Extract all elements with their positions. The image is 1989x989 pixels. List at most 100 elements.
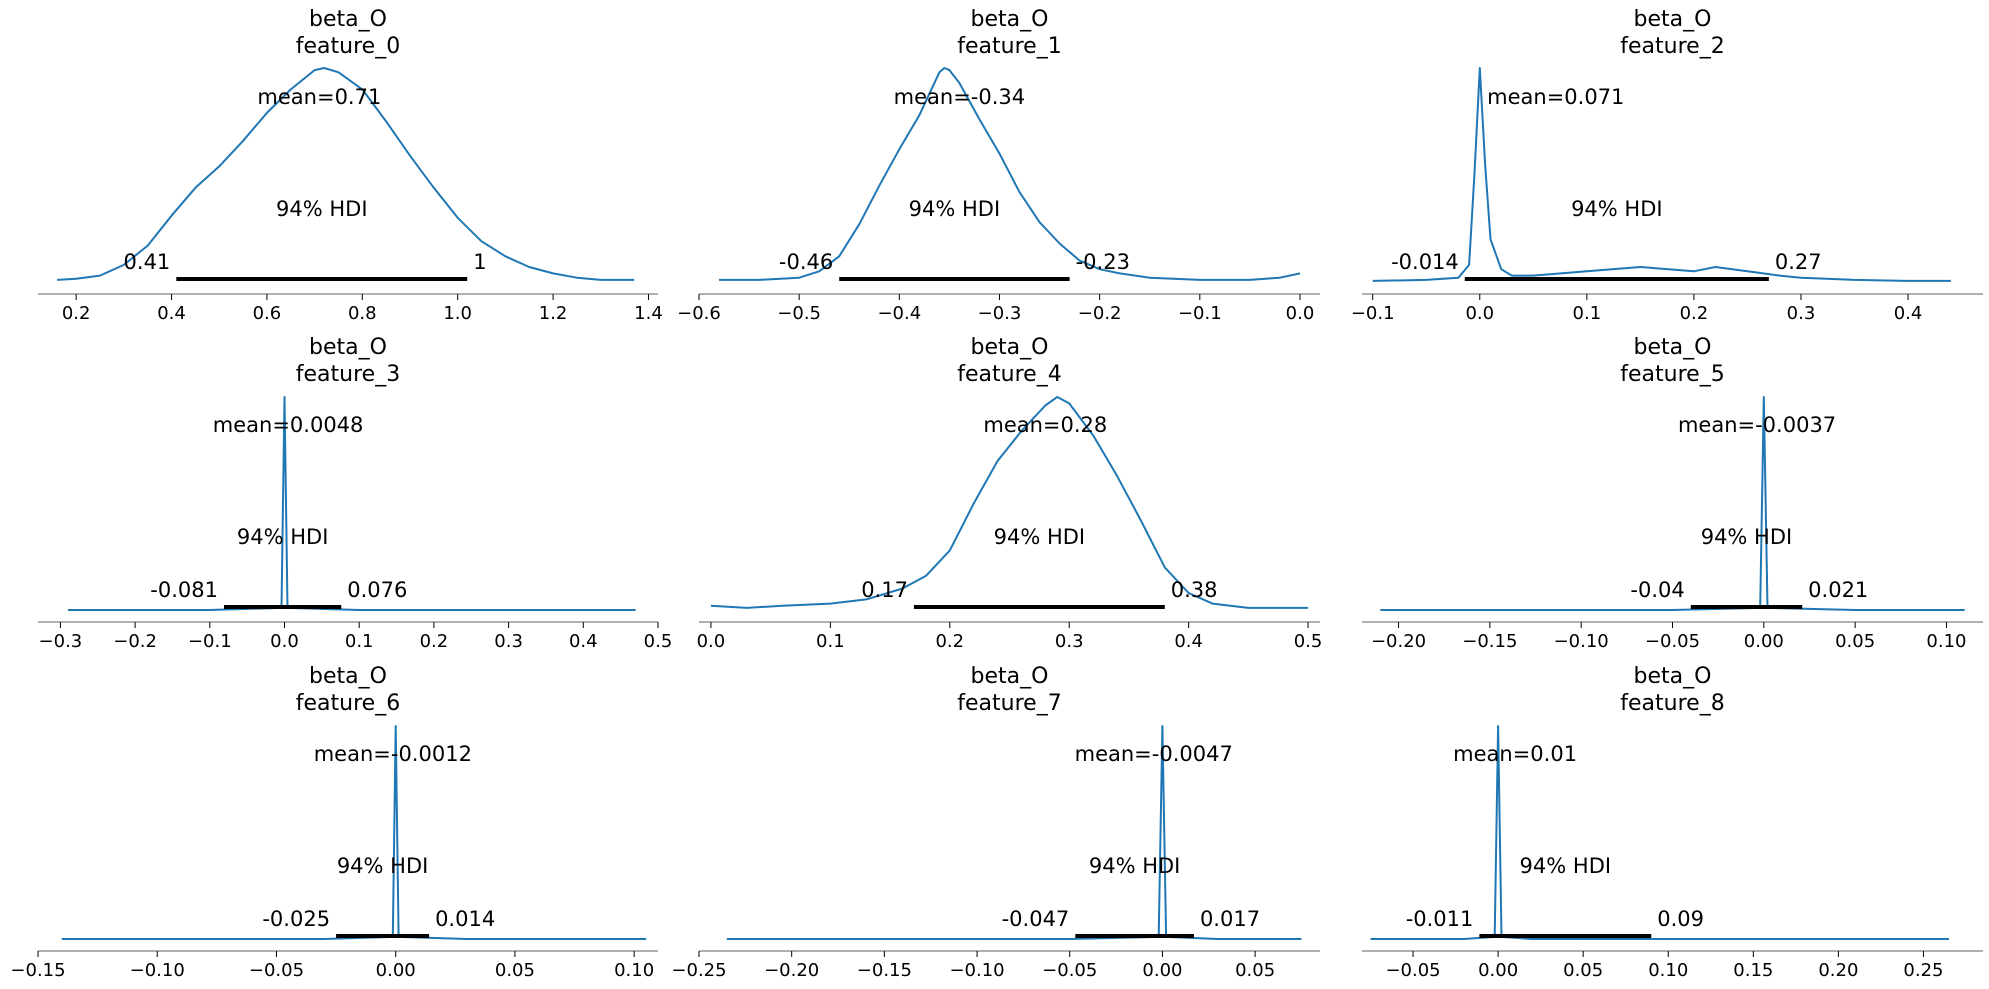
density-curve xyxy=(726,725,1302,940)
hdi-high-label: 0.076 xyxy=(347,578,407,602)
x-tick-label: 0.05 xyxy=(1235,960,1275,981)
hdi-low-label: -0.014 xyxy=(1391,250,1459,274)
x-tick-label: 0.2 xyxy=(1680,303,1709,324)
x-tick-label: 0.05 xyxy=(495,960,535,981)
x-tick-label: 0.10 xyxy=(614,960,654,981)
x-tick-label: −0.05 xyxy=(1645,631,1700,652)
x-tick-label: −0.10 xyxy=(949,960,1004,981)
mean-label: mean=0.01 xyxy=(1453,742,1577,766)
x-tick-label: −0.10 xyxy=(130,960,185,981)
x-tick-label: −0.1 xyxy=(1351,303,1395,324)
hdi-high-label: -0.23 xyxy=(1076,250,1130,274)
x-tick-label: 0.4 xyxy=(1894,303,1923,324)
panel-title-feature: feature_4 xyxy=(957,362,1061,387)
x-tick-label: 1.2 xyxy=(539,303,568,324)
x-tick-label: 0.4 xyxy=(569,631,598,652)
x-tick-label: 0.5 xyxy=(1294,631,1323,652)
x-tick-label: 0.00 xyxy=(1744,631,1784,652)
x-tick-label: 0.2 xyxy=(935,631,964,652)
panel-title-variable: beta_O xyxy=(1634,7,1712,32)
x-tick-label: −0.05 xyxy=(1385,960,1440,981)
panel-title-variable: beta_O xyxy=(971,335,1049,360)
hdi-low-label: 0.41 xyxy=(124,250,171,274)
panel-title-feature: feature_5 xyxy=(1620,362,1724,387)
density-curve xyxy=(710,396,1309,609)
panel-title-variable: beta_O xyxy=(309,335,387,360)
x-tick-label: 0.00 xyxy=(1142,960,1182,981)
density-curve xyxy=(61,725,647,940)
x-tick-label: −0.3 xyxy=(39,631,83,652)
x-tick-label: 0.3 xyxy=(494,631,523,652)
x-tick-label: −0.20 xyxy=(1371,631,1426,652)
x-tick-label: −0.15 xyxy=(1462,631,1517,652)
hdi-high-label: 1 xyxy=(473,250,486,274)
x-tick-label: 0.1 xyxy=(1573,303,1602,324)
panel-title-variable: beta_O xyxy=(309,7,387,32)
x-tick-label: 0.8 xyxy=(348,303,377,324)
panel-title-feature: feature_3 xyxy=(296,362,400,387)
density-curve xyxy=(67,396,636,611)
hdi-high-label: 0.27 xyxy=(1775,250,1822,274)
hdi-label: 94% HDI xyxy=(1571,197,1663,221)
hdi-low-label: -0.04 xyxy=(1630,578,1684,602)
hdi-label: 94% HDI xyxy=(276,197,368,221)
x-tick-label: −0.05 xyxy=(1042,960,1097,981)
hdi-high-label: 0.09 xyxy=(1657,907,1704,931)
hdi-label: 94% HDI xyxy=(994,525,1086,549)
hdi-label: 94% HDI xyxy=(1089,854,1181,878)
x-tick-label: 0.25 xyxy=(1903,960,1943,981)
x-tick-label: 0.3 xyxy=(1787,303,1816,324)
x-tick-label: 0.0 xyxy=(697,631,726,652)
panel-title-variable: beta_O xyxy=(1634,335,1712,360)
hdi-label: 94% HDI xyxy=(237,525,329,549)
panel-title-feature: feature_1 xyxy=(957,34,1061,59)
hdi-high-label: 0.014 xyxy=(435,907,495,931)
x-tick-label: 0.2 xyxy=(420,631,449,652)
x-tick-label: 0.0 xyxy=(1286,303,1315,324)
x-tick-label: −0.15 xyxy=(10,960,65,981)
mean-label: mean=-0.0012 xyxy=(314,742,472,766)
panel-title-variable: beta_O xyxy=(1634,664,1712,689)
x-tick-label: 0.10 xyxy=(1648,960,1688,981)
mean-label: mean=0.71 xyxy=(257,85,381,109)
x-tick-label: 0.4 xyxy=(157,303,186,324)
panel-title-feature: feature_6 xyxy=(296,691,400,716)
mean-label: mean=0.0048 xyxy=(213,413,364,437)
mean-label: mean=0.28 xyxy=(983,413,1107,437)
x-tick-label: 0.1 xyxy=(345,631,374,652)
x-tick-label: 0.0 xyxy=(270,631,299,652)
hdi-label: 94% HDI xyxy=(1520,854,1612,878)
x-tick-label: 1.0 xyxy=(443,303,472,324)
x-tick-label: 0.10 xyxy=(1926,631,1966,652)
hdi-low-label: 0.17 xyxy=(861,578,908,602)
x-tick-label: 1.4 xyxy=(634,303,663,324)
density-curve xyxy=(1370,725,1949,940)
x-tick-label: 0.00 xyxy=(1478,960,1518,981)
x-tick-label: −0.2 xyxy=(113,631,157,652)
x-tick-label: 0.05 xyxy=(1563,960,1603,981)
x-tick-label: 0.2 xyxy=(62,303,91,324)
hdi-low-label: -0.025 xyxy=(262,907,330,931)
hdi-high-label: 0.017 xyxy=(1200,907,1260,931)
hdi-low-label: -0.011 xyxy=(1406,907,1474,931)
panel-title-feature: feature_8 xyxy=(1620,691,1724,716)
x-tick-label: 0.3 xyxy=(1055,631,1084,652)
x-tick-label: 0.05 xyxy=(1835,631,1875,652)
density-curve xyxy=(1372,67,1951,282)
density-curve xyxy=(57,67,635,281)
hdi-high-label: 0.38 xyxy=(1171,578,1218,602)
x-tick-label: 0.4 xyxy=(1174,631,1203,652)
hdi-high-label: 0.021 xyxy=(1808,578,1868,602)
hdi-low-label: -0.46 xyxy=(779,250,833,274)
x-tick-label: −0.5 xyxy=(777,303,821,324)
mean-label: mean=0.071 xyxy=(1487,85,1624,109)
density-curve xyxy=(719,67,1301,281)
